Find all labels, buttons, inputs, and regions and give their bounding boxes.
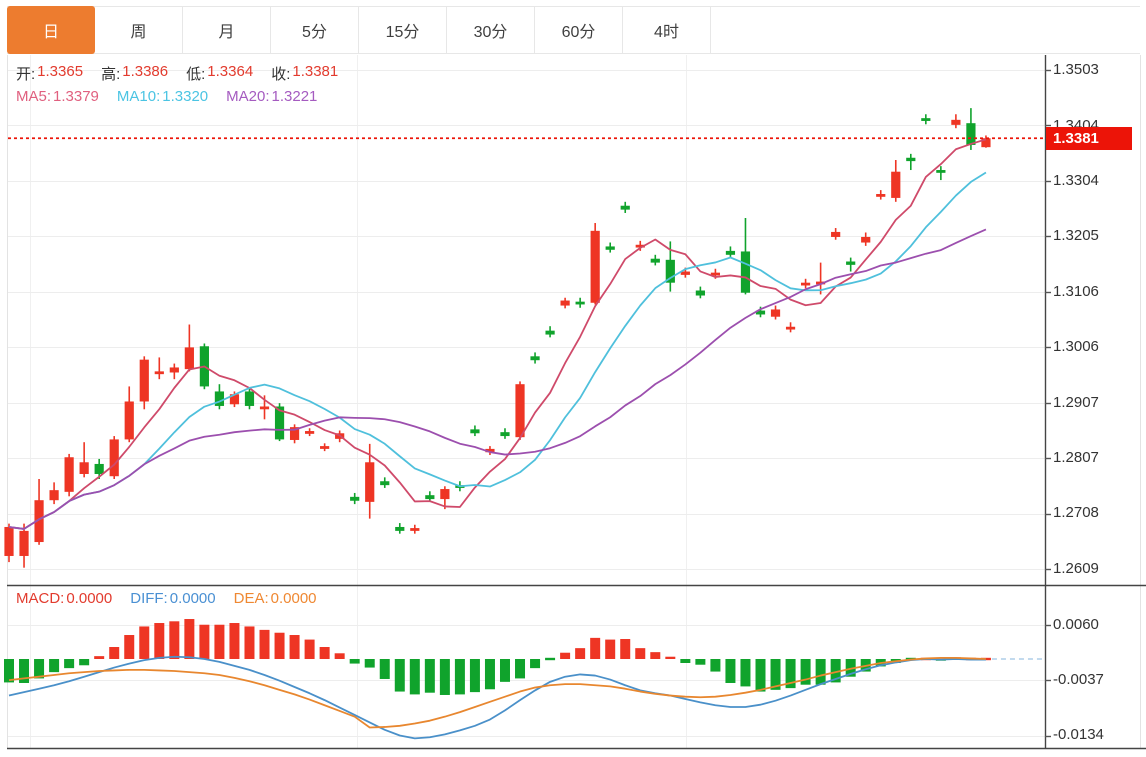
price-axis-tick: 1.2708 (1053, 504, 1099, 521)
macd-axis-tick: 0.0060 (1053, 616, 1099, 633)
tab-15min[interactable]: 15分 (359, 7, 447, 53)
tab-4hour[interactable]: 4时 (623, 7, 711, 53)
last-price-tag: 1.3381 (1046, 127, 1132, 150)
ohlc-legend: 开: 1.3365 高: 1.3386 低: 1.3364 收: 1.3381 (16, 63, 338, 84)
macd-axis-tick: -0.0037 (1053, 671, 1104, 688)
macd-axis-tick: -0.0134 (1053, 726, 1104, 743)
ma20-readout: MA20: 1.3221 (226, 88, 318, 105)
price-axis-tick: 1.2807 (1053, 449, 1099, 466)
price-axis-tick: 1.3106 (1053, 283, 1099, 300)
dea-readout: DEA: 0.0000 (233, 590, 317, 607)
diff-readout: DIFF: 0.0000 (130, 590, 216, 607)
close-readout: 收: 1.3381 (271, 63, 339, 83)
ma10-readout: MA10: 1.3320 (116, 88, 209, 105)
price-axis-tick: 1.2609 (1053, 560, 1099, 577)
tab-5min[interactable]: 5分 (271, 7, 359, 53)
price-axis-tick: 1.3205 (1053, 227, 1099, 244)
high-readout: 高: 1.3386 (101, 63, 169, 83)
low-readout: 低: 1.3364 (186, 63, 254, 83)
macd-readout: MACD: 0.0000 (16, 590, 113, 607)
price-axis-tick: 1.3006 (1053, 338, 1099, 355)
open-readout: 开: 1.3365 (16, 63, 84, 83)
price-axis-tick: 1.3503 (1053, 61, 1099, 78)
tab-60min[interactable]: 60分 (535, 7, 623, 53)
ma5-readout: MA5: 1.3379 (16, 88, 99, 105)
tab-day[interactable]: 日 (7, 6, 95, 54)
macd-legend: MACD: 0.0000 DIFF: 0.0000 DEA: 0.0000 (16, 590, 317, 607)
ma-legend: MA5: 1.3379 MA10: 1.3320 MA20: 1.3221 (16, 88, 317, 105)
tab-30min[interactable]: 30分 (447, 7, 535, 53)
tab-month[interactable]: 月 (183, 7, 271, 53)
timeframe-tabbar: 日 周 月 5分 15分 30分 60分 4时 (7, 6, 1140, 54)
price-axis-tick: 1.3304 (1053, 172, 1099, 189)
price-axis-tick: 1.2907 (1053, 394, 1099, 411)
tab-week[interactable]: 周 (95, 7, 183, 53)
